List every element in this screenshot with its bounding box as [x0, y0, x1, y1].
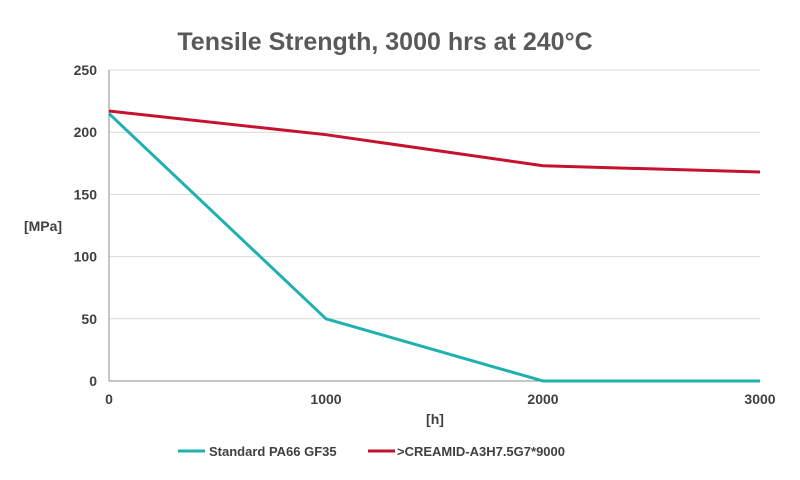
- x-tick-label: 0: [105, 391, 113, 407]
- y-tick-label: 100: [74, 249, 98, 265]
- legend: Standard PA66 GF35 >CREAMID-A3H7.5G7*900…: [178, 444, 565, 459]
- y-tick-label: 200: [74, 124, 98, 140]
- series-line-1: [108, 109, 761, 174]
- chart-title: Tensile Strength, 3000 hrs at 240°C: [177, 28, 592, 56]
- gridlines: [109, 69, 760, 320]
- series-lines: [107, 109, 761, 383]
- x-tick-label: 2000: [527, 391, 558, 407]
- y-tick-labels: 0 50 100 150 200 250: [74, 62, 98, 389]
- series-line-0: [107, 112, 760, 383]
- y-tick-label: 250: [74, 62, 98, 78]
- x-tick-label: 1000: [310, 391, 341, 407]
- y-tick-label: 50: [81, 311, 97, 327]
- legend-label-creamid: >CREAMID-A3H7.5G7*9000: [397, 444, 565, 459]
- y-tick-label: 150: [74, 186, 98, 202]
- x-tick-labels: 0 1000 2000 3000: [105, 391, 776, 407]
- legend-label-standard-pa66: Standard PA66 GF35: [209, 444, 337, 459]
- x-axis-label: [h]: [426, 411, 444, 427]
- y-axis-label: [MPa]: [24, 218, 62, 234]
- x-tick-label: 3000: [744, 391, 775, 407]
- y-tick-label: 0: [89, 373, 97, 389]
